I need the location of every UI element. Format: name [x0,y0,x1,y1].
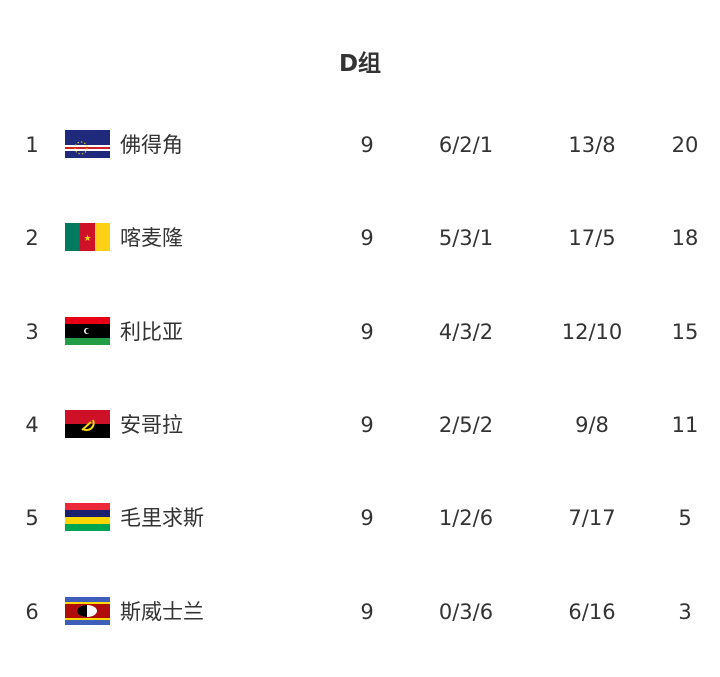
played: 9 [360,412,374,437]
table-row[interactable]: 4 安哥拉 9 2/5/2 9/8 11 [0,404,720,444]
goals-for-against: 9/8 [575,412,609,437]
played: 9 [360,599,374,624]
points: 18 [671,226,699,251]
table-row[interactable]: 1 佛得角 9 6/2/1 13/8 20 [0,124,720,164]
rank: 4 [25,412,39,437]
team-name[interactable]: 斯威士兰 [120,599,204,624]
group-title: D组 [338,51,382,77]
cameroon-flag-icon: ★ [65,223,110,252]
played: 9 [360,506,374,531]
points: 5 [678,506,692,531]
goals-for-against: 12/10 [561,319,623,344]
win-draw-loss: 0/3/6 [438,599,494,624]
team-name[interactable]: 毛里求斯 [120,506,204,531]
goals-for-against: 13/8 [568,133,616,157]
win-draw-loss: 5/3/1 [438,226,494,251]
table-row[interactable]: 5 毛里求斯 9 1/2/6 7/17 5 [0,497,720,537]
win-draw-loss: 1/2/6 [438,506,494,531]
rank: 1 [25,133,39,157]
win-draw-loss: 2/5/2 [438,412,494,437]
played: 9 [360,226,374,251]
win-draw-loss: 4/3/2 [438,319,494,344]
team-name[interactable]: 安哥拉 [120,412,183,437]
rank: 2 [25,226,39,251]
played: 9 [360,319,374,344]
svg-text:★: ★ [83,234,91,244]
win-draw-loss: 6/2/1 [438,133,494,157]
points: 3 [678,599,692,624]
eswatini-flag-icon [65,596,110,625]
points: 20 [671,133,699,157]
played: 9 [360,133,374,157]
rank: 6 [25,599,39,624]
rank: 3 [25,319,39,344]
table-row[interactable]: 3 利比亚 9 4/3/2 12/10 15 [0,311,720,351]
goals-for-against: 6/16 [568,599,616,624]
team-name[interactable]: 佛得角 [120,133,183,157]
team-name[interactable]: 利比亚 [120,319,183,344]
goals-for-against: 17/5 [568,226,616,251]
goals-for-against: 7/17 [568,506,616,531]
table-row[interactable]: 6 斯威士兰 9 0/3/6 6/16 3 [0,591,720,631]
angola-flag-icon [65,409,110,438]
rank: 5 [25,506,39,531]
points: 15 [671,319,699,344]
table-row[interactable]: 2 ★ 喀麦隆 9 5/3/1 17/5 18 [0,217,720,257]
mauritius-flag-icon [65,503,110,532]
team-name[interactable]: 喀麦隆 [120,226,183,251]
cape-verde-flag-icon [65,130,110,158]
points: 11 [671,412,699,437]
libya-flag-icon [65,316,110,345]
